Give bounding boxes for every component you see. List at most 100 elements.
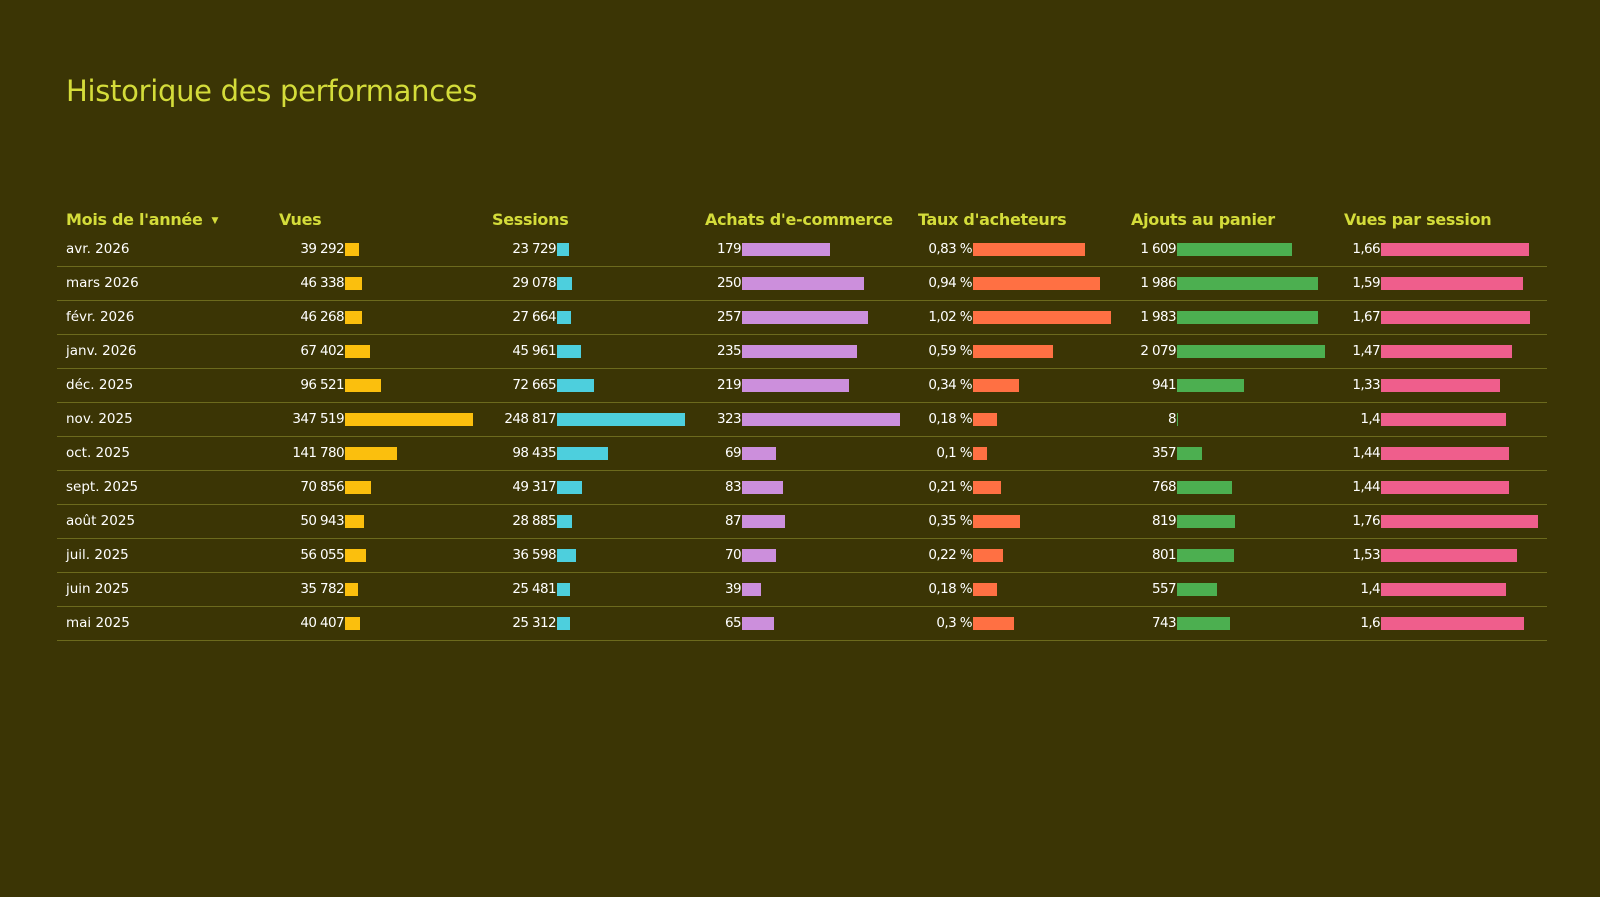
column-header-ajouts[interactable]: Ajouts au panier [1131, 210, 1275, 229]
column-header-month[interactable]: Mois de l'année ▼ [66, 210, 218, 229]
cell-ajouts-bar [1177, 447, 1202, 460]
cell-vues-value: 347 519 [292, 411, 344, 427]
cell-taux-value: 0,21 % [928, 479, 972, 495]
table-header-row: Mois de l'année ▼ Vues Sessions Achats d'… [57, 203, 1547, 233]
cell-vps-bar [1381, 277, 1523, 290]
cell-achats-bar [742, 345, 857, 358]
cell-achats-bar [742, 413, 900, 426]
table-row[interactable]: janv. 2026 67 402 45 961 235 0,59 % 2 079 1,47 [57, 335, 1547, 369]
cell-ajouts-bar [1177, 379, 1244, 392]
cell-vues-value: 67 402 [300, 343, 344, 359]
cell-vps-bar [1381, 583, 1506, 596]
cell-sessions-bar [557, 515, 572, 528]
cell-vues-value: 39 292 [300, 241, 344, 257]
cell-taux-bar [973, 549, 1003, 562]
table-row[interactable]: mai 2025 40 407 25 312 65 0,3 % 743 1,6 [57, 607, 1547, 641]
cell-vues-bar [345, 481, 371, 494]
cell-ajouts-value: 801 [1152, 547, 1177, 563]
cell-ajouts-bar [1177, 311, 1318, 324]
column-header-taux[interactable]: Taux d'acheteurs [918, 210, 1067, 229]
cell-vps-value: 1,4 [1360, 411, 1380, 427]
cell-vues-bar [345, 549, 366, 562]
cell-taux-value: 0,94 % [928, 275, 972, 291]
cell-sessions-value: 36 598 [512, 547, 556, 563]
cell-vues-value: 141 780 [292, 445, 344, 461]
cell-sessions-value: 27 664 [512, 309, 556, 325]
cell-sessions-value: 98 435 [512, 445, 556, 461]
cell-vues-value: 35 782 [300, 581, 344, 597]
cell-vps-bar [1381, 481, 1509, 494]
cell-vps-bar [1381, 617, 1524, 630]
table-row[interactable]: juil. 2025 56 055 36 598 70 0,22 % 801 1,53 [57, 539, 1547, 573]
table-row[interactable]: déc. 2025 96 521 72 665 219 0,34 % 941 1,33 [57, 369, 1547, 403]
cell-month: août 2025 [66, 513, 136, 529]
cell-taux-value: 0,83 % [928, 241, 972, 257]
cell-achats-value: 179 [717, 241, 742, 257]
cell-vues-value: 46 268 [300, 309, 344, 325]
cell-achats-value: 39 [725, 581, 742, 597]
table-row[interactable]: févr. 2026 46 268 27 664 257 1,02 % 1 983 1,67 [57, 301, 1547, 335]
cell-taux-bar [973, 277, 1100, 290]
cell-ajouts-value: 357 [1152, 445, 1177, 461]
cell-vps-value: 1,4 [1360, 581, 1380, 597]
cell-vues-value: 40 407 [300, 615, 344, 631]
cell-vues-value: 96 521 [300, 377, 344, 393]
cell-vps-bar [1381, 243, 1529, 256]
cell-ajouts-value: 2 079 [1140, 343, 1176, 359]
cell-vues-bar [345, 345, 370, 358]
cell-vps-bar [1381, 413, 1506, 426]
cell-achats-bar [742, 515, 785, 528]
column-header-achats[interactable]: Achats d'e-commerce [705, 210, 893, 229]
cell-taux-value: 1,02 % [928, 309, 972, 325]
column-header-vues[interactable]: Vues [279, 210, 322, 229]
cell-achats-bar [742, 583, 761, 596]
sort-descending-icon[interactable]: ▼ [211, 216, 219, 226]
table-row[interactable]: mars 2026 46 338 29 078 250 0,94 % 1 986 1,59 [57, 267, 1547, 301]
column-header-month-label: Mois de l'année [66, 210, 203, 229]
cell-ajouts-value: 8 [1168, 411, 1177, 427]
cell-taux-bar [973, 243, 1085, 256]
cell-vps-value: 1,53 [1352, 547, 1380, 563]
table-row[interactable]: oct. 2025 141 780 98 435 69 0,1 % 357 1,44 [57, 437, 1547, 471]
cell-ajouts-bar [1177, 515, 1235, 528]
cell-vues-bar [345, 243, 359, 256]
cell-achats-bar [742, 447, 776, 460]
cell-vps-bar [1381, 345, 1512, 358]
table-body: avr. 2026 39 292 23 729 179 0,83 % 1 609 1,66 m… [57, 233, 1547, 641]
cell-ajouts-bar [1177, 583, 1217, 596]
cell-vues-bar [345, 379, 381, 392]
cell-sessions-bar [557, 243, 569, 256]
page-title: Historique des performances [66, 74, 478, 108]
table-row[interactable]: sept. 2025 70 856 49 317 83 0,21 % 768 1,44 [57, 471, 1547, 505]
cell-vues-bar [345, 515, 364, 528]
cell-achats-value: 257 [717, 309, 742, 325]
cell-ajouts-bar [1177, 345, 1325, 358]
column-header-vps[interactable]: Vues par session [1344, 210, 1492, 229]
cell-vps-value: 1,66 [1352, 241, 1380, 257]
table-row[interactable]: juin 2025 35 782 25 481 39 0,18 % 557 1,4 [57, 573, 1547, 607]
cell-vps-bar [1381, 515, 1538, 528]
cell-month: avr. 2026 [66, 241, 130, 257]
cell-taux-bar [973, 311, 1111, 324]
cell-vps-bar [1381, 549, 1517, 562]
table-row[interactable]: août 2025 50 943 28 885 87 0,35 % 819 1,76 [57, 505, 1547, 539]
table-row[interactable]: nov. 2025 347 519 248 817 323 0,18 % 8 1,4 [57, 403, 1547, 437]
cell-month: déc. 2025 [66, 377, 134, 393]
cell-ajouts-value: 768 [1152, 479, 1177, 495]
cell-sessions-value: 248 817 [504, 411, 556, 427]
cell-vps-value: 1,44 [1352, 445, 1380, 461]
cell-sessions-value: 49 317 [512, 479, 556, 495]
table-row[interactable]: avr. 2026 39 292 23 729 179 0,83 % 1 609 1,66 [57, 233, 1547, 267]
cell-taux-bar [973, 379, 1019, 392]
cell-taux-bar [973, 345, 1053, 358]
cell-vues-bar [345, 447, 397, 460]
cell-vues-bar [345, 311, 362, 324]
cell-taux-value: 0,35 % [928, 513, 972, 529]
cell-vps-bar [1381, 311, 1530, 324]
performance-table: Mois de l'année ▼ Vues Sessions Achats d'… [57, 203, 1547, 641]
column-header-sessions[interactable]: Sessions [492, 210, 569, 229]
cell-vues-bar [345, 583, 358, 596]
cell-vues-value: 70 856 [300, 479, 344, 495]
cell-sessions-bar [557, 549, 576, 562]
cell-sessions-bar [557, 413, 685, 426]
